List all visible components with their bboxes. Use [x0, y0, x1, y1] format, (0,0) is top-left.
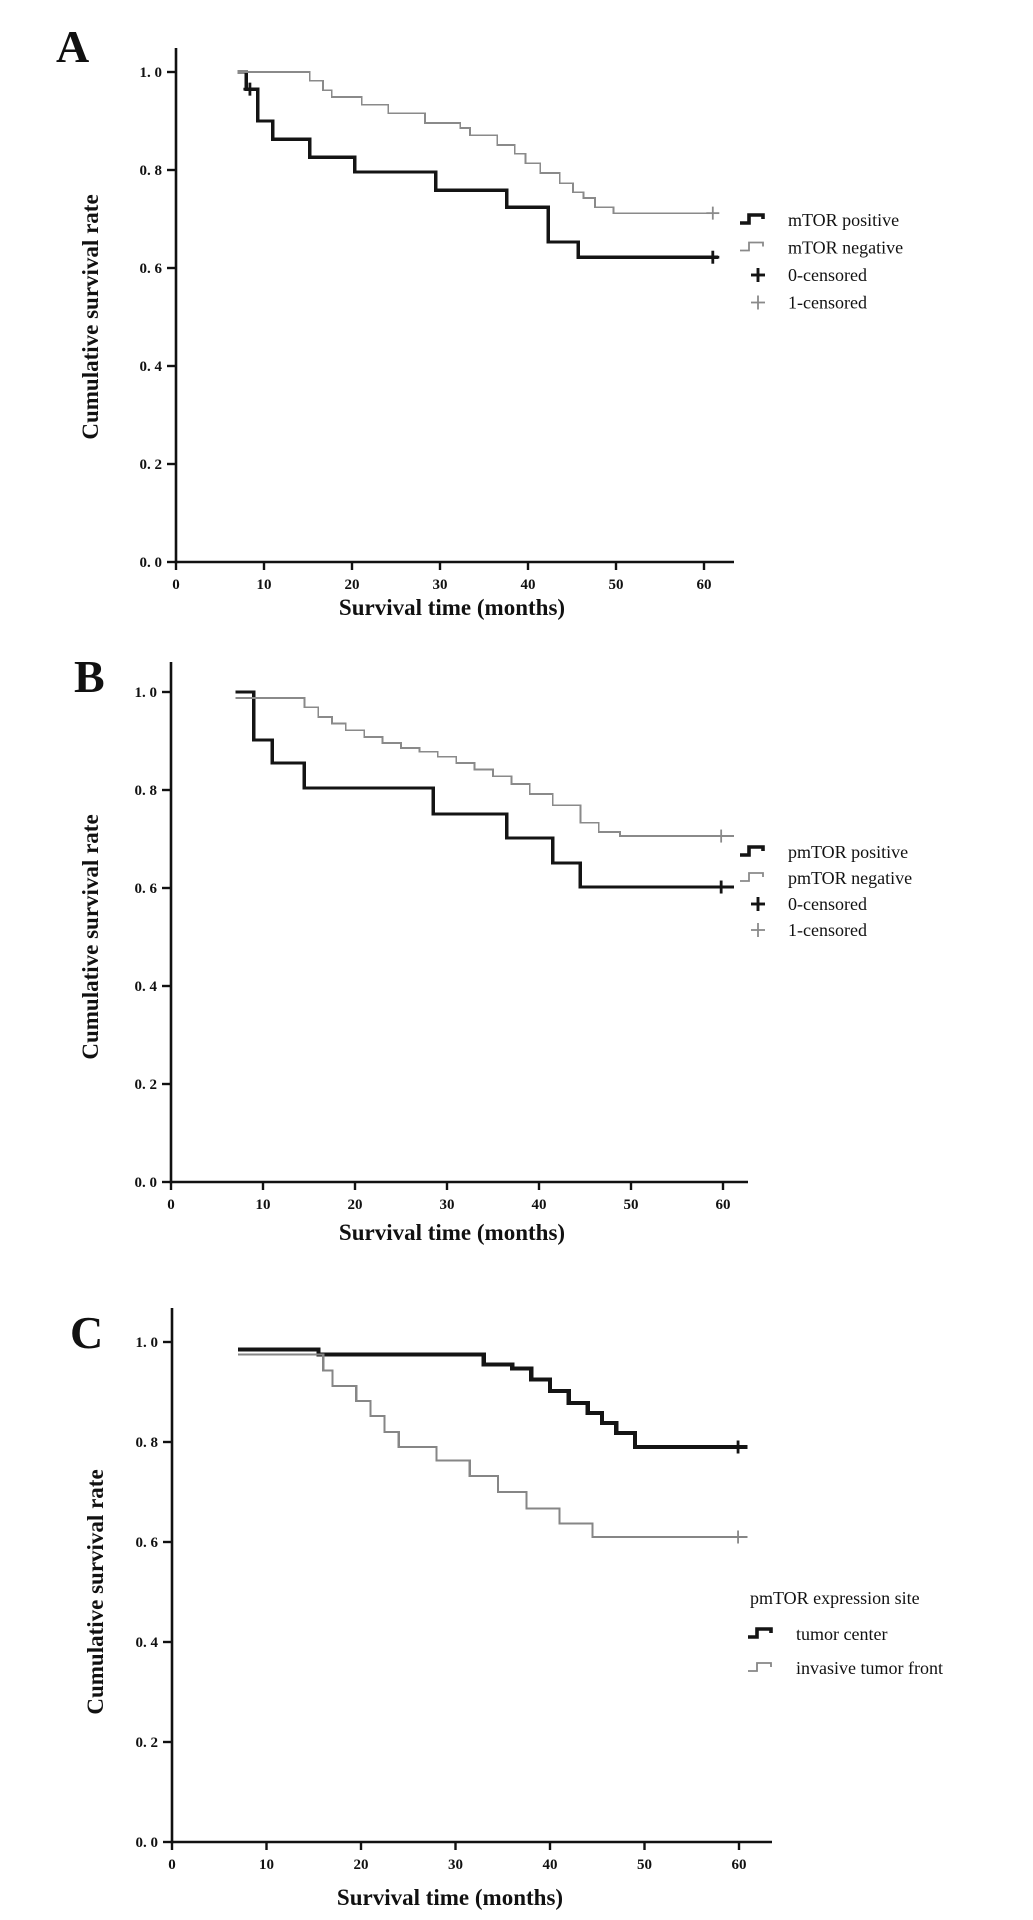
- x-axis-title: Survival time (months): [339, 595, 565, 620]
- legend-step-symbol-icon: [740, 213, 765, 225]
- survival-curve-mtor-negative: [237, 71, 719, 214]
- y-tick-label: 0. 4: [135, 979, 158, 995]
- x-tick-label: 30: [440, 1197, 455, 1213]
- legend-step-symbol-icon: [740, 872, 764, 882]
- survival-curve-tumor-center: [238, 1347, 748, 1450]
- legend-panel-b: pmTOR positive pmTOR negative 0-censored 1-…: [740, 842, 912, 940]
- y-axis-title: Cumulative survival rate: [83, 1469, 108, 1714]
- legend-step-symbol-icon: [748, 1627, 773, 1639]
- x-tick-label: 0: [167, 1197, 175, 1213]
- y-tick-label: 0. 8: [136, 1435, 159, 1451]
- x-tick-label: 60: [716, 1197, 731, 1213]
- survival-curve-invasive-tumor-front: [238, 1353, 748, 1539]
- legend-label: pmTOR positive: [788, 842, 908, 862]
- x-tick-label: 40: [521, 577, 536, 593]
- y-tick-label: 0. 6: [136, 1535, 159, 1551]
- legend-panel-a: mTOR positive mTOR negative 0-censored 1-ce…: [740, 210, 903, 313]
- x-tick-label: 20: [354, 1857, 369, 1873]
- x-axis-title: Survival time (months): [339, 1220, 565, 1245]
- legend-step-symbol-icon: [740, 241, 764, 252]
- x-tick-label: 0: [172, 577, 180, 593]
- legend-label: tumor center: [796, 1624, 887, 1644]
- y-tick-label: 0. 8: [140, 163, 163, 179]
- x-tick-label: 20: [345, 577, 360, 593]
- survival-curve-pmtor-negative: [235, 697, 734, 837]
- y-tick-label: 0. 8: [135, 783, 158, 799]
- y-tick-label: 0. 0: [140, 555, 163, 571]
- legend-label: mTOR negative: [788, 238, 903, 258]
- y-tick-label: 0. 2: [140, 457, 163, 473]
- y-tick-label: 0. 2: [135, 1077, 158, 1093]
- x-tick-label: 30: [448, 1857, 463, 1873]
- panel-c: 1. 0 0. 8 0. 6 0. 4 0. 2 0. 0 0 10 20 30 40 50 60 Sur…: [70, 1307, 943, 1910]
- x-tick-label: 10: [256, 1197, 271, 1213]
- y-tick-label: 1. 0: [140, 65, 163, 81]
- legend-panel-c: pmTOR expression site tumor center invasiv…: [748, 1588, 943, 1678]
- legend-step-symbol-icon: [748, 1662, 772, 1672]
- x-tick-label: 10: [257, 577, 272, 593]
- y-axis-title: Cumulative survival rate: [78, 814, 103, 1059]
- y-axis-title: Cumulative survival rate: [78, 194, 103, 439]
- x-tick-label: 10: [259, 1857, 274, 1873]
- x-tick-label: 50: [624, 1197, 639, 1213]
- x-tick-label: 60: [732, 1857, 747, 1873]
- x-tick-label: 0: [168, 1857, 176, 1873]
- y-tick-label: 0. 0: [136, 1835, 159, 1851]
- x-tick-label: 60: [697, 577, 712, 593]
- x-tick-label: 40: [532, 1197, 547, 1213]
- x-tick-label: 30: [433, 577, 448, 593]
- survival-curve-pmtor-positive: [235, 690, 734, 889]
- x-tick-label: 20: [348, 1197, 363, 1213]
- panel-letter-a: A: [56, 21, 89, 72]
- x-tick-label: 40: [543, 1857, 558, 1873]
- legend-label: invasive tumor front: [796, 1658, 943, 1678]
- x-tick-label: 50: [637, 1857, 652, 1873]
- panel-letter-c: C: [70, 1307, 103, 1358]
- panel-a: 1. 0 0. 8 0. 6 0. 4 0. 2 0. 0 0 10 20 30 40 50 60 Sur…: [56, 21, 903, 620]
- y-tick-label: 0. 6: [135, 881, 158, 897]
- y-tick-label: 0. 4: [136, 1635, 159, 1651]
- x-tick-label: 50: [609, 577, 624, 593]
- y-tick-label: 0. 4: [140, 359, 163, 375]
- panel-b: 1. 0 0. 8 0. 6 0. 4 0. 2 0. 0 0 10 20 30 40 50 60 Sur…: [74, 651, 912, 1245]
- y-tick-label: 0. 2: [136, 1735, 159, 1751]
- y-tick-label: 1. 0: [135, 685, 158, 701]
- legend-step-symbol-icon: [740, 845, 765, 857]
- legend-title: pmTOR expression site: [750, 1588, 920, 1608]
- y-tick-label: 0. 0: [135, 1175, 158, 1191]
- x-axis-title: Survival time (months): [337, 1885, 563, 1910]
- legend-label: 1-censored: [788, 293, 867, 313]
- legend-label: 0-censored: [788, 265, 867, 285]
- survival-curve-mtor-positive: [237, 70, 719, 259]
- legend-label: 1-censored: [788, 920, 867, 940]
- y-tick-label: 1. 0: [136, 1335, 159, 1351]
- legend-label: mTOR positive: [788, 210, 899, 230]
- panel-letter-b: B: [74, 651, 105, 702]
- legend-label: 0-censored: [788, 894, 867, 914]
- legend-label: pmTOR negative: [788, 868, 912, 888]
- y-tick-label: 0. 6: [140, 261, 163, 277]
